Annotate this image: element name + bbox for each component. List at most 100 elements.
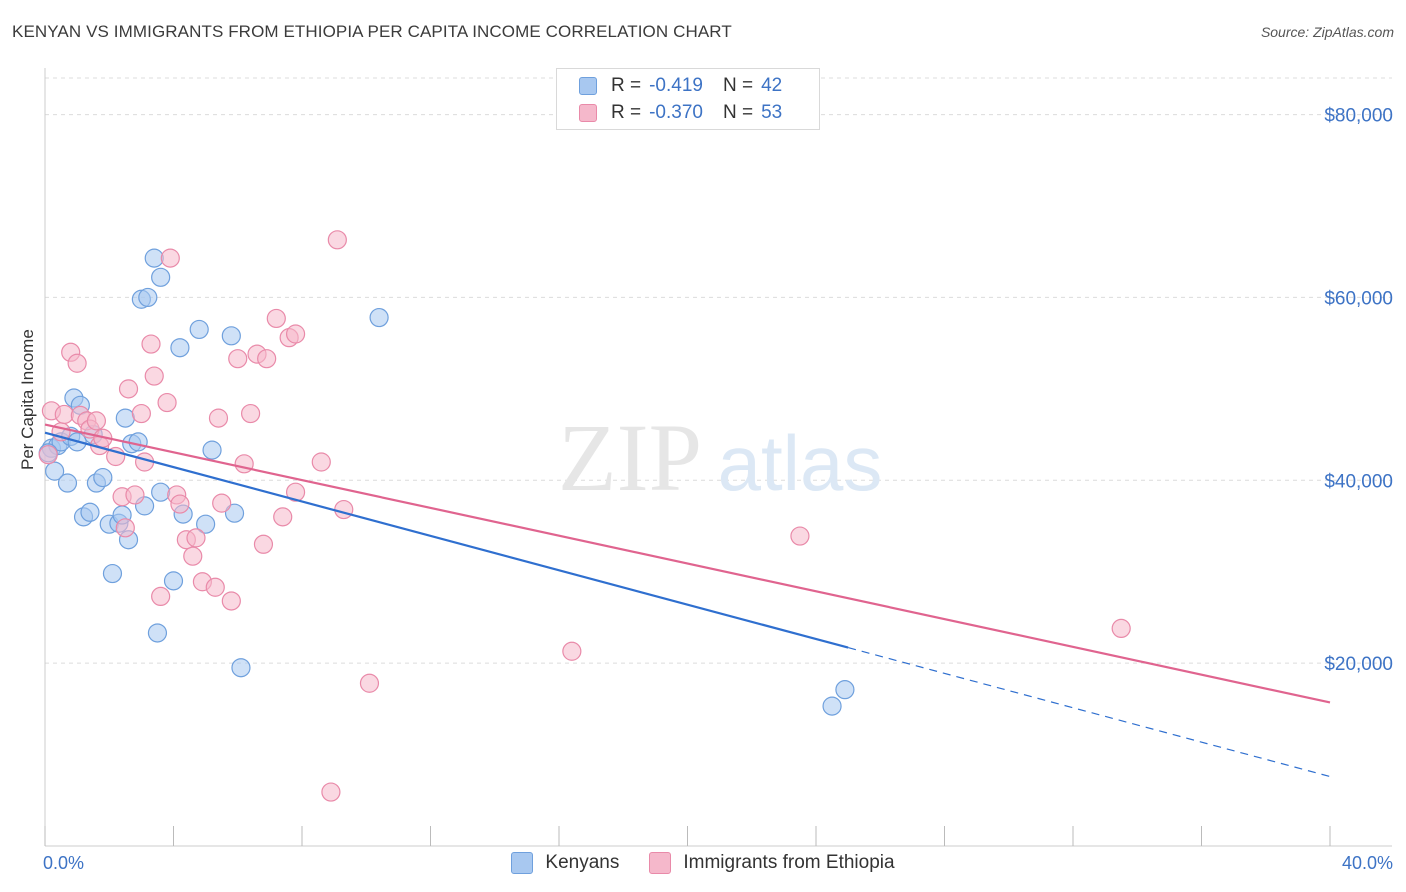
x-tick-label-max: 40.0% (1342, 853, 1393, 873)
ethiopia-point[interactable] (86, 411, 107, 431)
ethiopia-point[interactable] (228, 349, 248, 369)
kenyans-point[interactable] (822, 696, 842, 716)
ethiopia-point[interactable] (266, 308, 286, 329)
kenyans-point[interactable] (147, 623, 168, 643)
kenyans-point[interactable] (57, 473, 78, 493)
y-tick-label: $40,000 (1324, 471, 1393, 492)
kenyans-point[interactable] (128, 432, 148, 452)
kenyans-point[interactable] (144, 248, 164, 268)
series-legend-ethiopia[interactable]: Immigrants from Ethiopia (649, 852, 895, 874)
trend-lines (44, 423, 1331, 778)
ethiopia-point[interactable] (359, 673, 380, 693)
kenyans-trend-extension (847, 647, 1331, 778)
ethiopia-point[interactable] (285, 324, 306, 344)
data-points (38, 230, 1131, 802)
ethiopia-point[interactable] (38, 445, 58, 465)
ethiopia-point[interactable] (67, 353, 87, 373)
ethiopia-point[interactable] (253, 534, 274, 554)
legend-n-label: N = (722, 75, 754, 96)
series-legend: Kenyans Immigrants from Ethiopia (0, 852, 1406, 874)
legend-row-kenyans: R = -0.419 N = 42 (579, 73, 782, 99)
ethiopia-point[interactable] (1111, 618, 1131, 639)
legend-n-value: 42 (761, 75, 783, 96)
ethiopia-point[interactable] (285, 482, 306, 502)
kenyans-point[interactable] (163, 571, 184, 591)
y-tick-label: $60,000 (1324, 288, 1393, 309)
ethiopia-point[interactable] (212, 493, 232, 513)
kenyans-point[interactable] (224, 503, 245, 523)
ethiopia-point[interactable] (160, 248, 180, 268)
legend-r-value: -0.370 (649, 102, 703, 123)
kenyans-point[interactable] (196, 514, 216, 534)
ethiopia-point[interactable] (118, 379, 139, 399)
ethiopia-point[interactable] (157, 392, 177, 413)
source-credit: Source: ZipAtlas.com (1260, 24, 1394, 40)
kenyans-point[interactable] (151, 267, 171, 287)
legend-r-label: R = (611, 75, 642, 96)
kenyans-point[interactable] (45, 461, 65, 481)
tick-labels: $20,000 $40,000 $60,000 $80,000 0.0% 40.0% (43, 106, 1393, 873)
ethiopia-point[interactable] (790, 526, 810, 546)
ethiopia-point[interactable] (115, 518, 135, 538)
x-tick-label-min: 0.0% (43, 853, 84, 873)
ethiopia-point[interactable] (205, 577, 225, 597)
ethiopia-point[interactable] (125, 485, 145, 505)
ethiopia-point[interactable] (234, 454, 254, 474)
kenyans-point[interactable] (80, 502, 100, 522)
ethiopia-point[interactable] (131, 403, 151, 424)
ethiopia-point[interactable] (144, 366, 164, 386)
kenyans-point[interactable] (231, 658, 251, 678)
kenyans-trend-line (44, 431, 849, 649)
series-swatch-kenyans (511, 852, 534, 874)
watermark-zip: ZIP (558, 404, 702, 511)
legend-n-value: 53 (761, 102, 783, 123)
legend-n-label: N = (722, 102, 754, 123)
series-legend-kenyans[interactable]: Kenyans (511, 852, 619, 874)
kenyans-point[interactable] (102, 563, 123, 584)
legend-row-ethiopia: R = -0.370 N = 53 (579, 100, 782, 126)
series-swatch-ethiopia (649, 852, 672, 874)
legend-r-value: -0.419 (649, 75, 703, 96)
ethiopia-point[interactable] (334, 499, 354, 520)
ethiopia-point[interactable] (141, 334, 161, 354)
ethiopia-point[interactable] (221, 591, 241, 611)
kenyans-point[interactable] (369, 307, 389, 328)
ethiopia-point[interactable] (241, 403, 261, 424)
kenyans-point[interactable] (189, 319, 209, 340)
legend-swatch-kenyans (579, 77, 597, 95)
kenyans-point[interactable] (170, 338, 190, 358)
ethiopia-point[interactable] (186, 528, 206, 548)
legend-r-label: R = (611, 102, 642, 123)
ethiopia-trend-line (44, 423, 1331, 704)
ethiopia-point[interactable] (562, 641, 582, 661)
grid-lines (45, 77, 1392, 664)
ethiopia-point[interactable] (311, 452, 331, 472)
ethiopia-point[interactable] (170, 494, 190, 514)
series-label-kenyans: Kenyans (545, 852, 620, 873)
kenyans-point[interactable] (138, 287, 158, 308)
y-tick-label: $20,000 (1324, 654, 1393, 675)
ethiopia-point[interactable] (54, 404, 74, 425)
kenyans-point[interactable] (115, 408, 135, 428)
kenyans-point[interactable] (221, 326, 241, 346)
ethiopia-point[interactable] (327, 230, 347, 250)
kenyans-point[interactable] (835, 680, 855, 700)
watermark: ZIP atlas (558, 404, 882, 511)
series-label-ethiopia: Immigrants from Ethiopia (683, 852, 895, 873)
ethiopia-point[interactable] (321, 782, 341, 802)
kenyans-point[interactable] (202, 440, 222, 460)
ethiopia-point[interactable] (257, 349, 277, 369)
watermark-atlas: atlas (718, 419, 883, 507)
chart-title: KENYAN VS IMMIGRANTS FROM ETHIOPIA PER C… (12, 22, 732, 41)
kenyans-point[interactable] (151, 482, 171, 502)
y-tick-label: $80,000 (1324, 106, 1393, 127)
legend-swatch-ethiopia (579, 104, 597, 122)
ethiopia-point[interactable] (273, 507, 293, 527)
y-axis-label: Per Capita Income (18, 329, 37, 470)
ethiopia-point[interactable] (183, 546, 203, 566)
ethiopia-point[interactable] (208, 408, 229, 428)
ethiopia-point[interactable] (151, 586, 171, 607)
correlation-legend: R = -0.419 N = 42 R = -0.370 N = 53 (556, 68, 820, 130)
kenyans-point[interactable] (93, 467, 113, 488)
